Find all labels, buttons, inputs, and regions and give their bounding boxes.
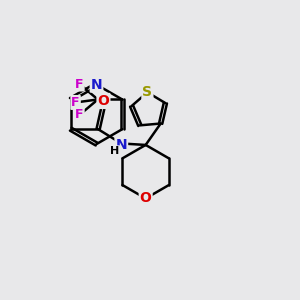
Text: S: S [142,85,152,99]
Text: F: F [71,96,80,109]
Text: N: N [91,78,102,92]
Text: F: F [75,108,84,122]
Text: F: F [75,77,84,91]
Text: O: O [98,94,110,108]
Text: H: H [110,146,119,156]
Text: O: O [140,191,152,206]
Text: N: N [116,138,127,152]
